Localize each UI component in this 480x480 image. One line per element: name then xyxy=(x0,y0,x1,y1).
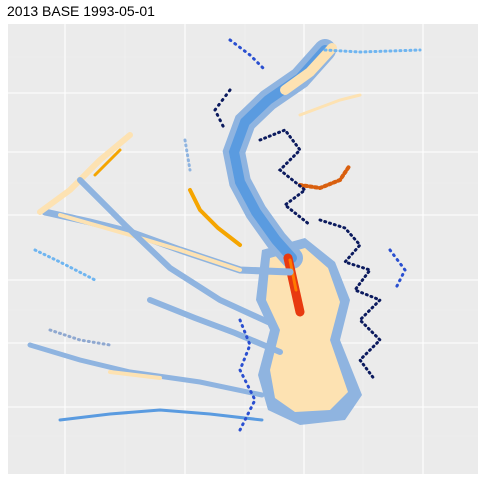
map-title: 2013 BASE 1993-05-01 xyxy=(7,3,155,19)
bay-shapes xyxy=(27,38,422,432)
panel-background xyxy=(8,24,478,474)
